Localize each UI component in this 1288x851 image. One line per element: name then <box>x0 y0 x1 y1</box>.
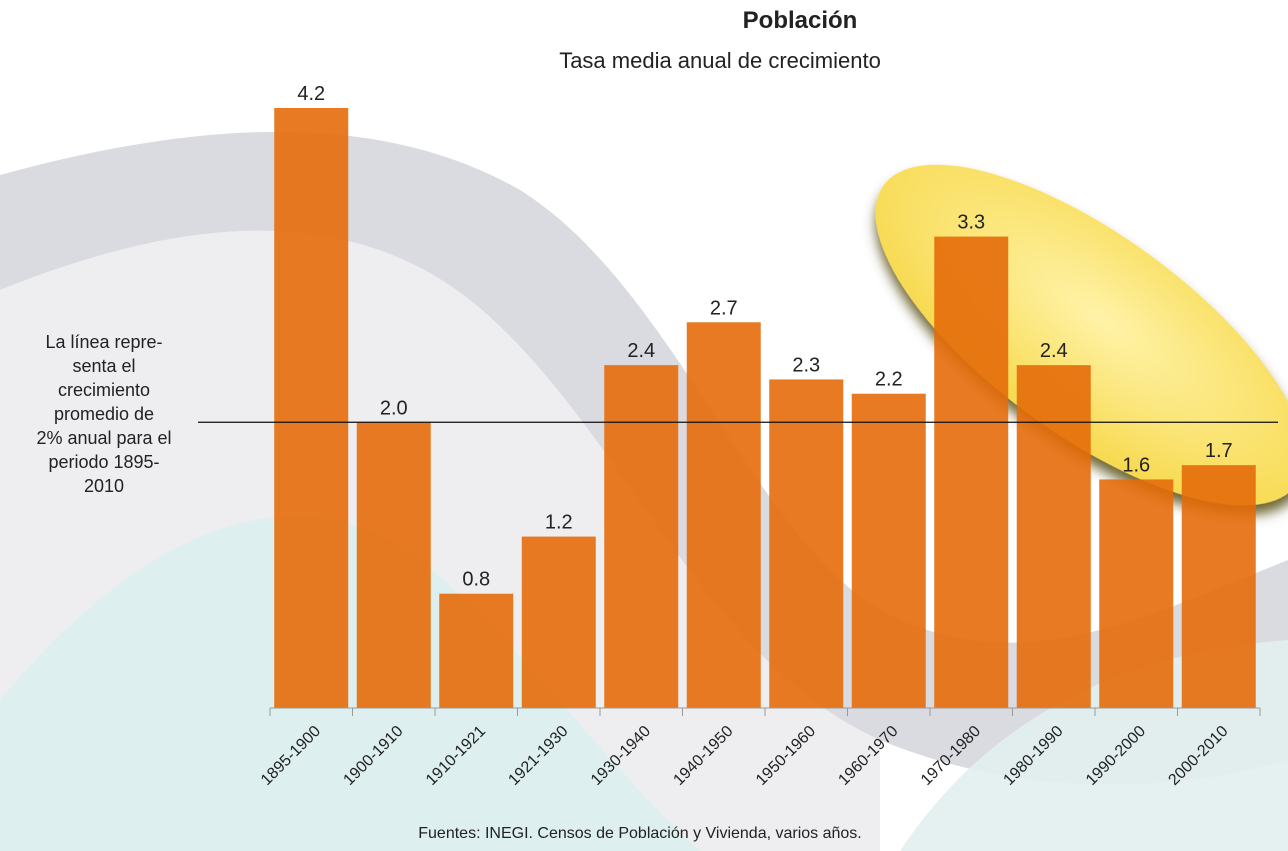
bar <box>686 322 761 708</box>
bar <box>604 365 679 708</box>
value-label: 2.0 <box>380 397 408 419</box>
annotation-line: crecimiento <box>58 380 150 400</box>
chart-title: Población <box>743 7 858 34</box>
background-wave-teal <box>0 516 700 851</box>
bar <box>1016 365 1091 708</box>
value-label: 3.3 <box>957 212 985 234</box>
annotation-line: La línea repre- <box>45 332 162 352</box>
value-label: 2.4 <box>1040 340 1068 362</box>
value-label: 1.6 <box>1122 454 1150 476</box>
value-label: 1.7 <box>1205 440 1233 462</box>
value-label: 2.4 <box>627 340 655 362</box>
annotation-line: periodo 1895- <box>48 452 159 472</box>
annotation-line: senta el <box>72 356 135 376</box>
annotation-line: promedio de <box>54 404 154 424</box>
annotation-line: 2010 <box>84 476 124 496</box>
bar <box>934 236 1009 709</box>
value-label: 2.7 <box>710 297 738 319</box>
bar <box>521 536 596 708</box>
bar <box>439 593 514 708</box>
value-label: 2.2 <box>875 369 903 391</box>
bar <box>356 422 431 708</box>
chart-subtitle: Tasa media anual de crecimiento <box>559 48 881 73</box>
value-label: 4.2 <box>297 83 325 105</box>
value-label: 2.3 <box>792 354 820 376</box>
source-note: Fuentes: INEGI. Censos de Población y Vi… <box>418 825 862 842</box>
bar <box>1099 479 1174 708</box>
bar <box>769 379 844 708</box>
bar <box>851 393 926 708</box>
value-label: 1.2 <box>545 512 573 534</box>
value-label: 0.8 <box>462 569 490 591</box>
bar <box>274 108 349 708</box>
bar <box>1181 465 1256 708</box>
annotation-line: 2% anual para el <box>36 428 171 448</box>
